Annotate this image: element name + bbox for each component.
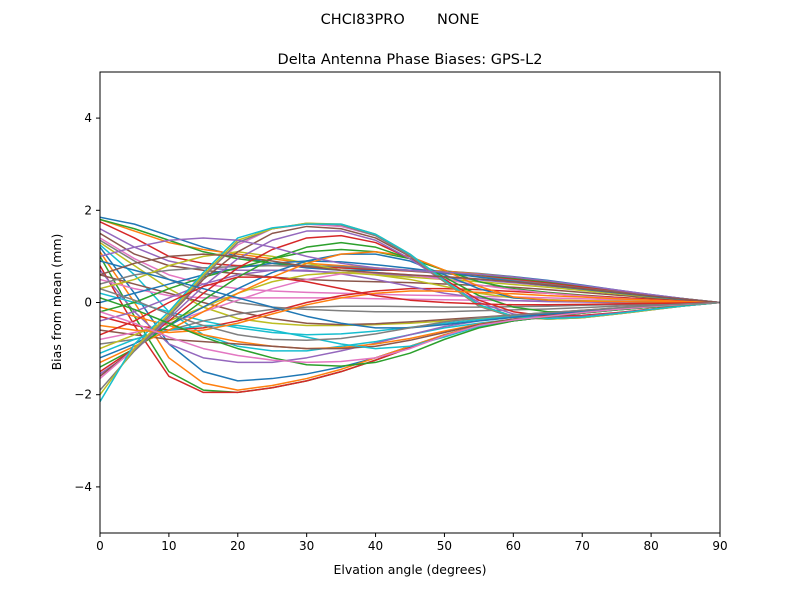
series-line-42: [100, 290, 720, 334]
series-line-6: [100, 232, 720, 304]
y-axis: −4 −2 0 2 4: [74, 111, 100, 494]
x-tick-label: 90: [712, 539, 727, 553]
series-line-46: [100, 253, 720, 304]
series-line-47: [100, 301, 720, 364]
x-axis: 0 10 20 30 40 50 60 70 80 90: [96, 533, 728, 553]
y-tick-label: 2: [84, 203, 92, 217]
series-line-25: [100, 269, 720, 322]
x-tick-label: 70: [575, 539, 590, 553]
y-tick-label: 4: [84, 111, 92, 125]
x-tick-label: 40: [368, 539, 383, 553]
chart-title: Delta Antenna Phase Biases: GPS-L2: [278, 52, 543, 68]
x-tick-label: 20: [230, 539, 245, 553]
series-line-40: [100, 223, 720, 403]
series-line-44: [100, 276, 720, 336]
series-line-24: [100, 287, 720, 331]
x-axis-label: Elvation angle (degrees): [333, 562, 486, 577]
y-axis-label: Bias from mean (mm): [49, 234, 64, 371]
series-line-45: [100, 237, 720, 304]
x-tick-label: 0: [96, 539, 104, 553]
figure-suptitle: CHCI83PRO NONE: [321, 12, 480, 28]
x-tick-label: 80: [643, 539, 658, 553]
series-layer: [100, 216, 720, 403]
x-tick-label: 30: [299, 539, 314, 553]
series-line-48: [100, 287, 720, 342]
x-tick-label: 60: [506, 539, 521, 553]
x-tick-label: 10: [161, 539, 176, 553]
x-tick-label: 50: [437, 539, 452, 553]
series-line-28: [100, 301, 720, 345]
y-tick-label: −2: [74, 388, 92, 402]
series-line-19: [100, 251, 720, 304]
y-tick-label: 0: [84, 296, 92, 310]
y-tick-label: −4: [74, 480, 92, 494]
